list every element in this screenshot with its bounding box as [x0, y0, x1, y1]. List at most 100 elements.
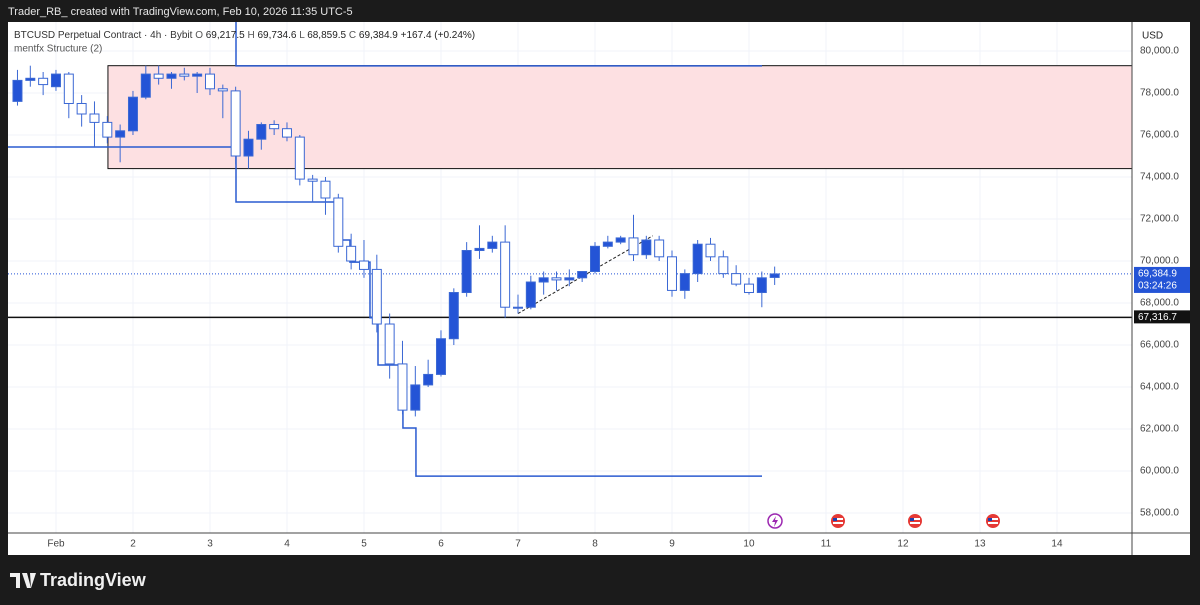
candle-body	[461, 250, 472, 294]
legend-text: C	[349, 30, 356, 41]
event-icon[interactable]	[831, 514, 845, 528]
brand: TradingView	[40, 570, 147, 590]
price-label-box	[1134, 266, 1190, 293]
y-tick-label: 60,000.0	[1140, 466, 1179, 477]
legend-text: H	[247, 30, 254, 41]
legend-text: 68,859.5	[307, 30, 346, 41]
candle-body	[358, 260, 369, 270]
candle-body	[564, 277, 575, 281]
candle-body	[38, 77, 49, 86]
x-tick-label: 10	[743, 539, 755, 550]
candle-body	[666, 256, 677, 291]
currency: USD	[1142, 31, 1163, 42]
legend-text: L	[299, 30, 305, 41]
candle-body	[743, 283, 754, 294]
candle-body	[551, 277, 562, 281]
y-tick-label: 72,000.0	[1140, 214, 1179, 225]
price-label-box	[1134, 310, 1190, 324]
candle-body	[435, 338, 446, 375]
legend-text: 69,384.9	[359, 30, 398, 41]
candle-body	[371, 268, 382, 325]
candle-body	[140, 73, 151, 98]
candle-body	[294, 136, 305, 180]
x-tick-label: 12	[897, 539, 909, 550]
candle-body	[63, 73, 74, 104]
candle-body	[89, 113, 100, 123]
y-tick-label: 64,000.0	[1140, 382, 1179, 393]
indicator-legend: mentfx Structure (2)	[14, 44, 102, 55]
x-tick-label: 7	[515, 539, 521, 550]
candle-body	[384, 323, 395, 365]
brand-logo: TradingView	[10, 570, 147, 590]
event-icon[interactable]	[986, 514, 1000, 528]
candle-body	[127, 96, 138, 132]
candle-body	[333, 197, 344, 247]
event-icons	[767, 513, 1000, 529]
candle-body	[166, 73, 177, 79]
x-tick-label: 6	[438, 539, 444, 550]
candle-body	[500, 241, 511, 308]
candle-body	[525, 281, 536, 308]
candle-body	[538, 277, 549, 283]
price-label: 69,384.9	[1138, 269, 1177, 280]
candle-body	[192, 73, 203, 77]
candle-body	[705, 243, 716, 258]
x-tick-label: 11	[821, 539, 832, 550]
candle-body	[731, 273, 742, 285]
candle-body	[281, 128, 292, 138]
candle-body	[217, 88, 228, 92]
candle-body	[153, 73, 164, 79]
legend-text: 69,217.5	[206, 30, 245, 41]
candle-body	[346, 245, 357, 262]
x-tick-label: 13	[974, 539, 986, 550]
legend-text: +167.4 (+0.24%)	[401, 30, 476, 41]
x-tick-label: 4	[284, 539, 290, 550]
candle-body	[474, 247, 485, 252]
plot	[8, 22, 1133, 533]
price-label: 67,316.7	[1138, 312, 1177, 323]
candle-body	[602, 241, 613, 247]
event-icon[interactable]	[908, 514, 922, 528]
candle-body	[769, 273, 780, 278]
candle-body	[628, 237, 639, 256]
candle-body	[487, 241, 498, 249]
candle-body	[654, 239, 665, 258]
candle-body	[50, 73, 61, 88]
candle-body	[641, 239, 652, 256]
symbol-legend: BTCUSD Perpetual Contract · 4h · Bybit O…	[14, 30, 475, 41]
candle-body	[692, 243, 703, 275]
candle-body	[577, 271, 588, 279]
candle-body	[615, 237, 626, 243]
candle-body	[204, 73, 215, 90]
y-tick-label: 74,000.0	[1140, 172, 1179, 183]
countdown: 03:24:26	[1138, 281, 1177, 292]
candle-body	[307, 178, 318, 182]
x-tick-label: Feb	[47, 539, 65, 550]
x-tick-label: 8	[592, 539, 598, 550]
candle-body	[256, 123, 267, 140]
candle-body	[76, 102, 87, 115]
candle-body	[320, 180, 331, 199]
y-tick-label: 78,000.0	[1140, 88, 1179, 99]
candle-body	[269, 123, 280, 130]
y-tick-label: 76,000.0	[1140, 130, 1179, 141]
structure-line	[8, 22, 763, 477]
x-tick-label: 3	[207, 539, 213, 550]
candle-body	[179, 73, 190, 77]
candle-body	[397, 363, 408, 411]
supply-zone	[107, 65, 1133, 170]
legend-text: 69,734.6	[257, 30, 296, 41]
x-tick-label: 9	[669, 539, 675, 550]
x-tick-label: 5	[361, 539, 367, 550]
candle-body	[589, 245, 600, 273]
y-tick-label: 66,000.0	[1140, 340, 1179, 351]
y-tick-label: 70,000.0	[1140, 256, 1179, 267]
y-tick-label: 62,000.0	[1140, 424, 1179, 435]
candle-body	[679, 273, 690, 291]
y-tick-label: 58,000.0	[1140, 508, 1179, 519]
legend-text: BTCUSD Perpetual Contract · 4h · Bybit	[14, 30, 193, 41]
y-tick-label: 80,000.0	[1140, 46, 1179, 57]
x-tick-label: 14	[1051, 539, 1063, 550]
